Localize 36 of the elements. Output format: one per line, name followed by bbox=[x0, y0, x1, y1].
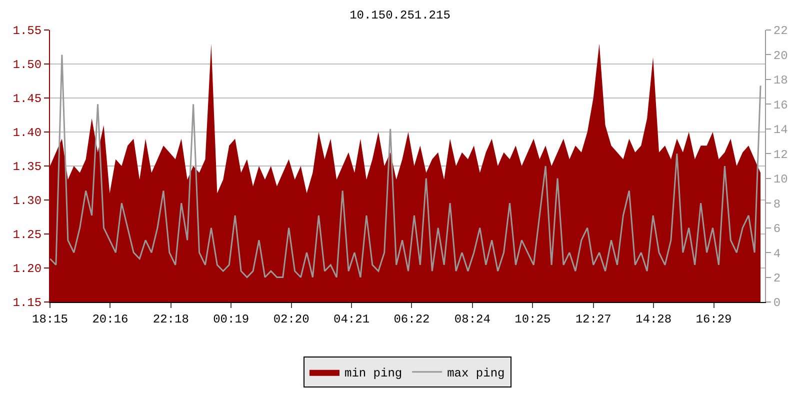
x-tick-label: 14:28 bbox=[636, 312, 672, 326]
y-tick-label: 1.35 bbox=[12, 160, 42, 174]
y2-tick-label: 10 bbox=[773, 172, 788, 187]
y2-tick-label: 8 bbox=[773, 197, 781, 212]
y-tick-label: 1.15 bbox=[12, 296, 42, 310]
chart-title: 10.150.251.215 bbox=[350, 8, 450, 22]
y-tick-label: 1.50 bbox=[12, 58, 42, 72]
y2-tick-label: 14 bbox=[773, 123, 788, 138]
x-tick-label: 20:16 bbox=[92, 312, 128, 326]
y-tick-label: 1.25 bbox=[12, 228, 42, 242]
x-tick-label: 04:21 bbox=[334, 312, 370, 326]
legend-label: max ping bbox=[447, 366, 505, 381]
y-tick-label: 1.55 bbox=[12, 24, 42, 38]
y2-tick-label: 20 bbox=[773, 48, 788, 63]
x-tick-label: 16:29 bbox=[696, 312, 732, 326]
x-tick-label: 06:22 bbox=[394, 312, 430, 326]
x-tick-label: 02:20 bbox=[273, 312, 310, 326]
y-tick-label: 1.45 bbox=[12, 92, 42, 106]
y2-tick-label: 22 bbox=[773, 24, 788, 38]
y2-tick-label: 18 bbox=[773, 74, 788, 88]
y2-tick-label: 12 bbox=[773, 148, 788, 162]
y2-tick-label: 6 bbox=[773, 222, 781, 236]
x-tick-label: 08:24 bbox=[454, 312, 490, 326]
x-tick-label: 10:25 bbox=[514, 312, 551, 326]
y2-tick-label: 4 bbox=[773, 246, 781, 261]
y2-tick-label: 2 bbox=[773, 271, 781, 286]
x-tick-label: 22:18 bbox=[152, 312, 189, 326]
y-tick-label: 1.30 bbox=[12, 194, 42, 208]
x-tick-label: 12:27 bbox=[575, 312, 612, 326]
y-tick-label: 1.20 bbox=[12, 262, 42, 276]
y2-tick-label: 16 bbox=[773, 98, 788, 112]
y2-tick-label: 0 bbox=[773, 296, 781, 310]
x-tick-label: 18:15 bbox=[32, 312, 68, 326]
y-tick-label: 1.40 bbox=[12, 126, 42, 140]
x-tick-label: 00:19 bbox=[213, 312, 250, 326]
legend-label: min ping bbox=[344, 366, 402, 381]
